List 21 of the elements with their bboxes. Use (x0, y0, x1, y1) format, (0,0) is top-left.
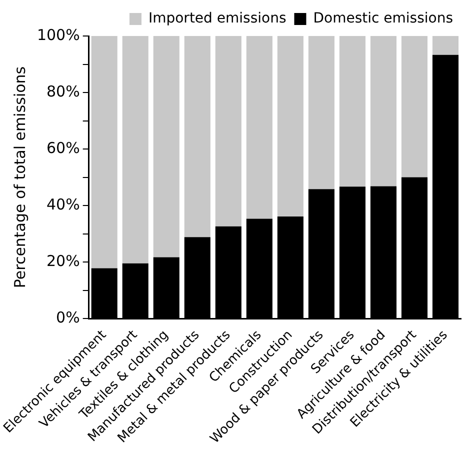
y-tick-label: 20% (46, 252, 80, 270)
y-tick-label: 60% (46, 138, 80, 157)
bar (432, 36, 459, 55)
y-tick-label: 0% (56, 308, 80, 326)
bar (339, 36, 366, 187)
bar (246, 36, 272, 219)
bar (215, 36, 242, 226)
bar (153, 36, 180, 258)
y-axis-title: Percentage of total emissions (10, 66, 29, 288)
y-tick-label: 40% (46, 195, 80, 214)
y-tick-label: 100% (36, 26, 80, 44)
bar (122, 36, 148, 264)
bar (401, 36, 428, 178)
bar (184, 36, 210, 238)
bar (370, 36, 396, 186)
bar (277, 36, 304, 217)
legend-label: Domestic emissions (313, 10, 454, 27)
legend-label: Imported emissions (148, 10, 286, 27)
bar (91, 36, 118, 268)
bar (308, 36, 334, 190)
y-tick-label: 80% (46, 82, 80, 100)
